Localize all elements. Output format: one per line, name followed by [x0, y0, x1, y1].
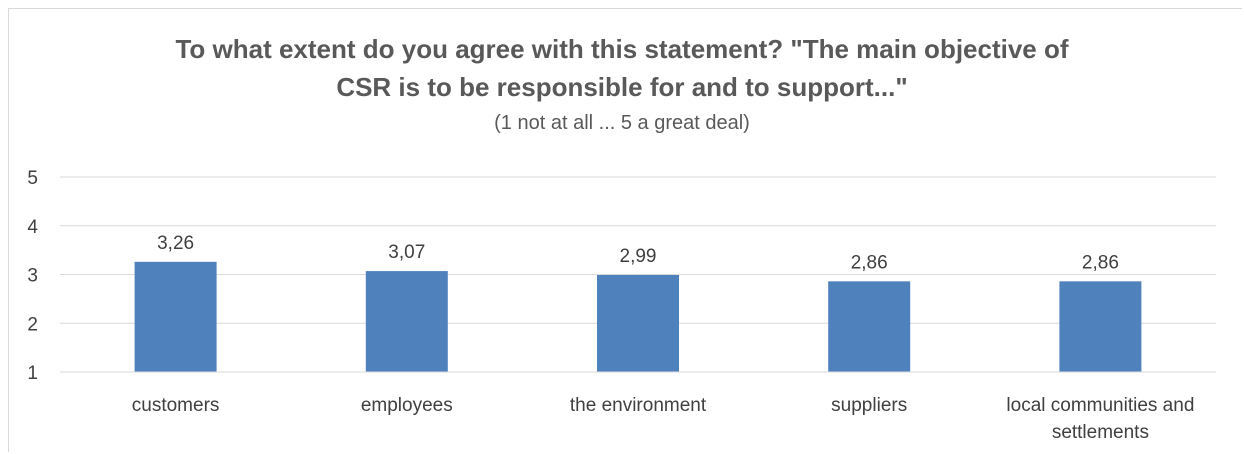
x-tick-label: customers	[132, 395, 220, 416]
chart-subtitle: (1 not at all ... 5 a great deal)	[494, 112, 750, 134]
x-tick-label: settlements	[1052, 422, 1149, 443]
x-tick-label: the environment	[570, 395, 707, 416]
data-label: 2,86	[1082, 252, 1119, 273]
chart-frame	[8, 8, 1242, 452]
bar-the-environment	[597, 274, 679, 372]
y-tick-label: 2	[27, 314, 38, 335]
y-tick-label: 4	[27, 217, 38, 238]
y-tick-label: 5	[27, 168, 38, 189]
bar-local-communities-and-settlements	[1059, 281, 1142, 372]
bar-employees	[365, 271, 448, 372]
x-tick-label: employees	[361, 395, 453, 416]
bar-suppliers	[828, 281, 911, 372]
y-tick-label: 3	[27, 266, 38, 287]
data-label: 3,26	[157, 233, 194, 254]
data-label: 3,07	[388, 242, 425, 263]
y-tick-label: 1	[27, 363, 38, 384]
chart-title: To what extent do you agree with this st…	[0, 30, 1244, 138]
chart-title-line-1: To what extent do you agree with this st…	[175, 34, 1069, 64]
x-tick-label: suppliers	[831, 395, 907, 416]
data-label: 2,86	[851, 252, 888, 273]
bar-customers	[134, 261, 217, 372]
data-label: 2,99	[620, 246, 657, 267]
x-tick-label: local communities and	[1006, 395, 1194, 416]
chart-title-line-2: CSR is to be responsible for and to supp…	[336, 72, 908, 102]
